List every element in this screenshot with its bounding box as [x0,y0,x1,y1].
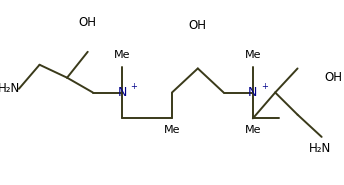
Text: N: N [117,86,127,99]
Text: +: + [130,82,137,90]
Text: OH: OH [325,71,343,84]
Text: Me: Me [245,125,261,135]
Text: +: + [261,82,268,90]
Text: H₂N: H₂N [309,142,331,154]
Text: Me: Me [245,51,261,60]
Text: OH: OH [78,16,96,29]
Text: N: N [248,86,258,99]
Text: Me: Me [114,51,130,60]
Text: H₂N: H₂N [0,82,20,95]
Text: Me: Me [164,125,180,135]
Text: OH: OH [189,19,207,32]
